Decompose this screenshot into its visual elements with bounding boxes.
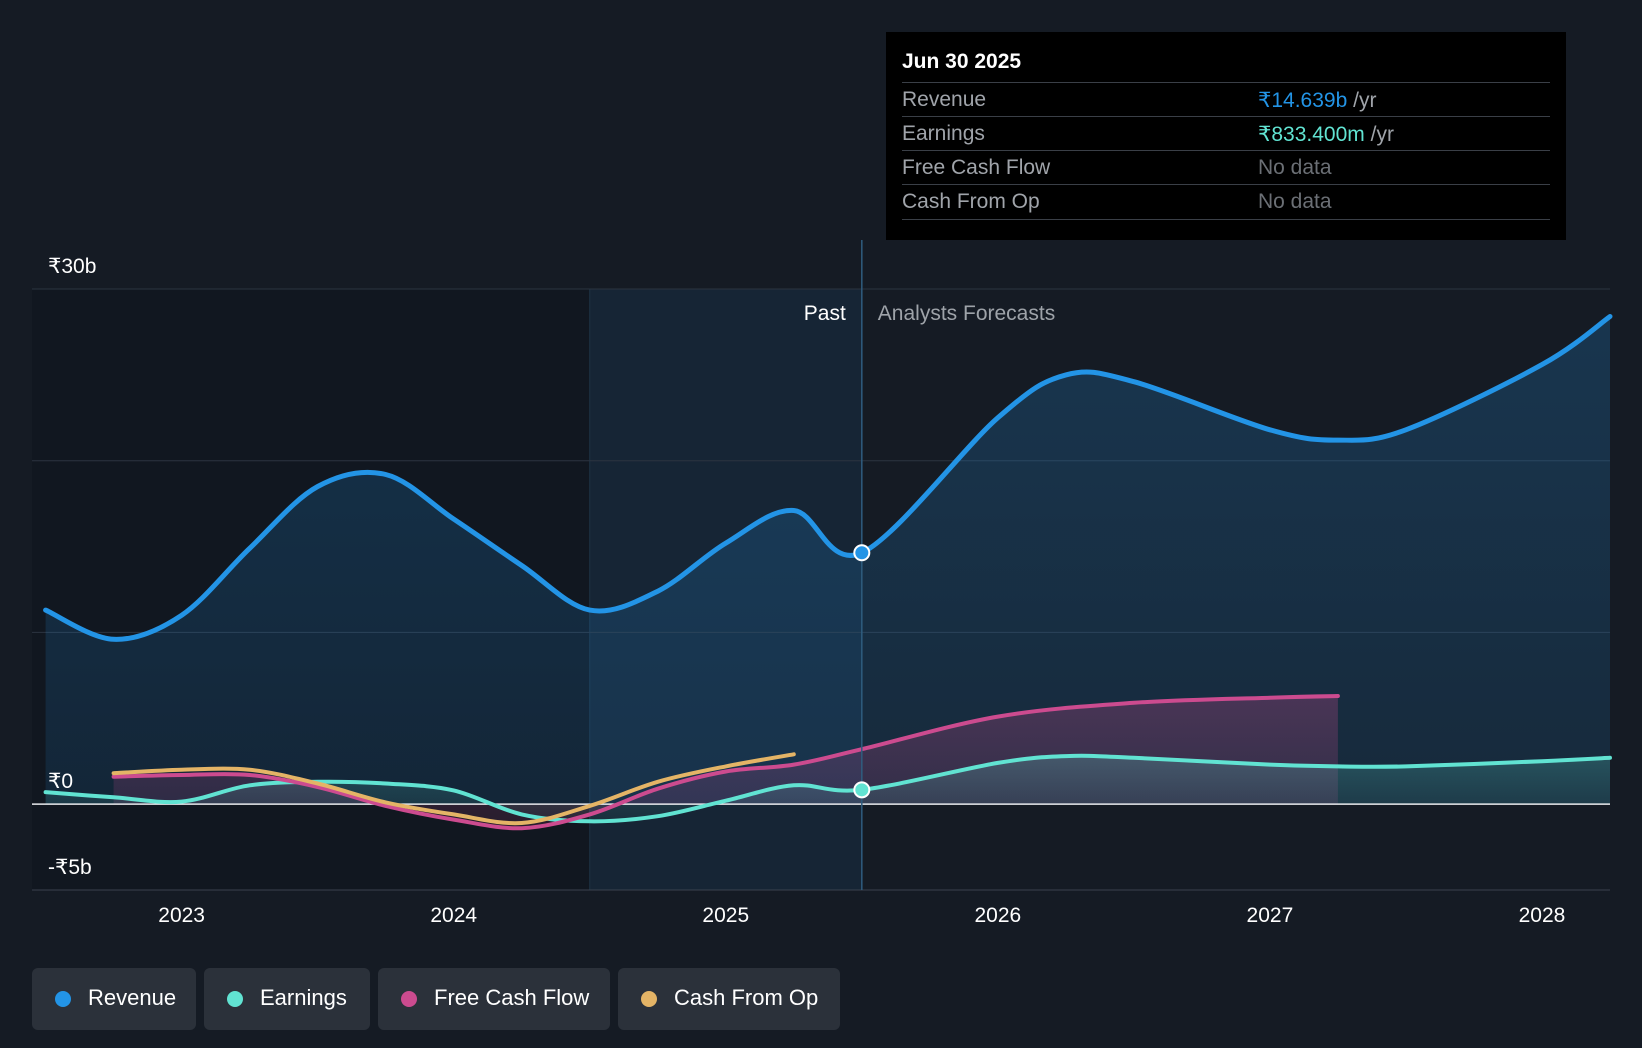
tooltip-value: No data: [1258, 190, 1332, 213]
tooltip-unit: /yr: [1370, 123, 1394, 146]
free-cash-flow-line: [111, 694, 1340, 831]
tooltip-value: ₹833.400m: [1258, 123, 1365, 146]
tooltip-value: ₹14.639b: [1258, 89, 1348, 112]
tooltip-unit: /yr: [1353, 89, 1377, 112]
tooltip-row-free-cash-flow: Free Cash Flow No data: [902, 150, 1550, 185]
x-tick-label: 2024: [430, 904, 477, 927]
earnings-line: [43, 753, 1612, 824]
tooltip-label: Free Cash Flow: [902, 156, 1051, 179]
legend-item-revenue[interactable]: Revenue: [32, 968, 196, 1030]
tooltip-label: Cash From Op: [902, 190, 1040, 213]
revenue-line: [43, 314, 1613, 642]
legend-label: Free Cash Flow: [434, 985, 590, 1010]
earnings-marker: [853, 781, 871, 799]
x-tick-label: 2023: [158, 904, 205, 927]
legend-item-earnings[interactable]: Earnings: [204, 968, 370, 1030]
revenue-dot-icon: [55, 991, 71, 1007]
tooltip-label: Earnings: [902, 122, 985, 145]
earnings-area: [45, 755, 1611, 822]
x-tick-label: 2028: [1519, 904, 1566, 927]
y-tick-label: ₹30b: [48, 255, 96, 278]
tooltip-row-revenue: Revenue ₹14.639b /yr: [902, 82, 1550, 117]
past-label: Past: [804, 302, 846, 325]
tooltip-label: Revenue: [902, 88, 987, 111]
legend-label: Revenue: [88, 985, 177, 1010]
y-tick-label: ₹0: [48, 770, 73, 793]
revenue-area: [45, 316, 1611, 805]
tooltip-value: No data: [1258, 156, 1332, 179]
tooltip-row-cash-from-op: Cash From Op No data: [902, 184, 1550, 220]
free-cash-flow-dot-icon: [401, 991, 417, 1007]
x-tick-label: 2027: [1247, 904, 1294, 927]
x-tick-label: 2025: [702, 904, 749, 927]
x-tick-label: 2026: [974, 904, 1021, 927]
forecast-label: Analysts Forecasts: [878, 302, 1055, 325]
legend-label: Earnings: [260, 985, 347, 1010]
cash-from-op-line: [111, 752, 796, 826]
legend-label: Cash From Op: [674, 985, 819, 1010]
y-tick-label: -₹5b: [48, 856, 92, 879]
legend-item-cash-from-op[interactable]: Cash From Op: [618, 968, 840, 1030]
legend-item-free-cash-flow[interactable]: Free Cash Flow: [378, 968, 610, 1030]
tooltip-row-earnings: Earnings ₹833.400m /yr: [902, 116, 1550, 151]
chart-tooltip: Jun 30 2025 Revenue ₹14.639b /yr Earning…: [886, 32, 1566, 240]
revenue-marker: [853, 544, 871, 562]
cash-from-op-dot-icon: [641, 991, 657, 1007]
tooltip-date: Jun 30 2025: [902, 50, 1022, 73]
earnings-dot-icon: [227, 991, 243, 1007]
